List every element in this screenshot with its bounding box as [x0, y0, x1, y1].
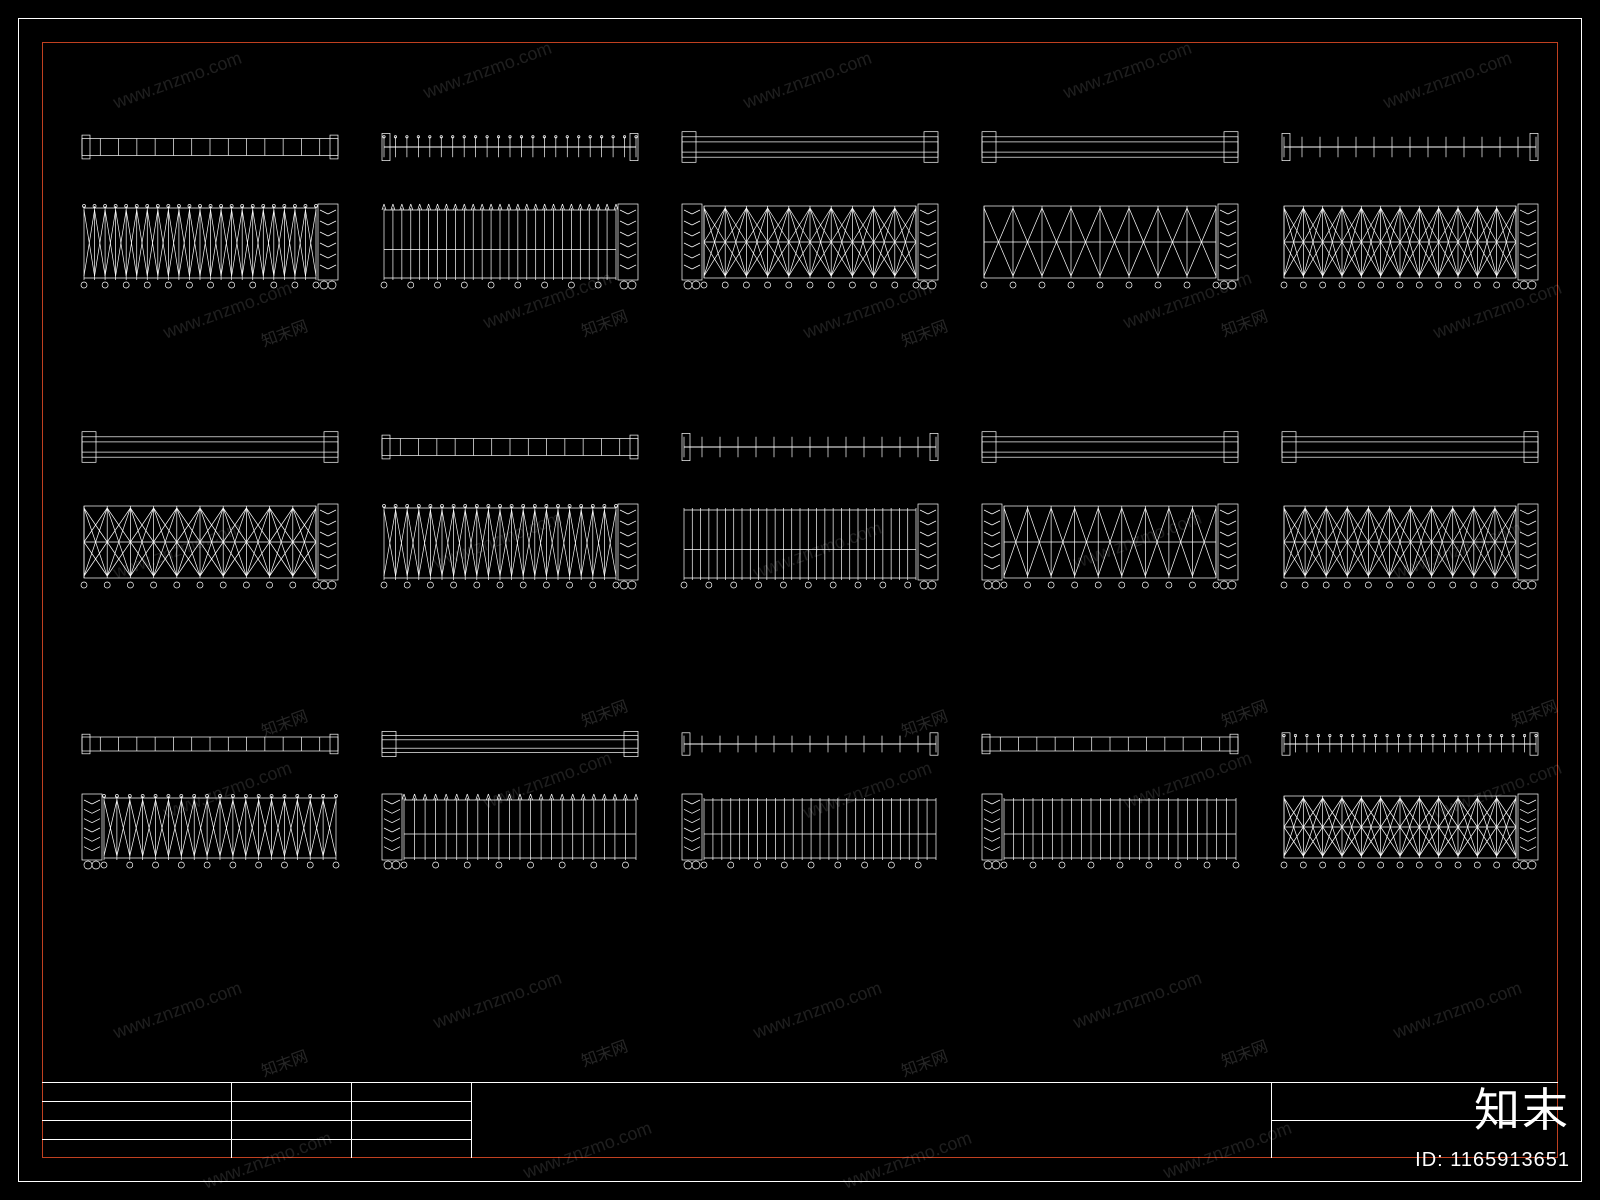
gate-front-view: [1280, 500, 1540, 590]
title-block-cell: [232, 1102, 351, 1121]
gate-top-view: [80, 730, 340, 758]
title-block-cell: [42, 1102, 231, 1121]
title-block-cell: [472, 1083, 1271, 1158]
gate-top-view: [380, 430, 640, 464]
gate-top-view: [1280, 430, 1540, 464]
title-block-cell: [352, 1121, 471, 1140]
title-block-col: [232, 1083, 352, 1158]
gate-top-view: [980, 730, 1240, 758]
title-block-cell: [232, 1140, 351, 1158]
title-block-cell: [352, 1140, 471, 1158]
title-block-cell: [232, 1083, 351, 1102]
gate-top-view: [680, 130, 940, 164]
gate-front-view: [80, 500, 340, 590]
gate-top-view: [80, 130, 340, 164]
gate-top-view: [1280, 730, 1540, 758]
gate-front-view: [1280, 200, 1540, 290]
brand-logo: 知末: [1474, 1074, 1570, 1140]
gate-front-view: [1280, 790, 1540, 870]
gate-front-view: [680, 790, 940, 870]
gate-top-view: [980, 430, 1240, 464]
gate-front-view: [80, 790, 340, 870]
title-block-cell: [232, 1121, 351, 1140]
gate-top-view: [680, 730, 940, 758]
gate-front-view: [980, 500, 1240, 590]
gate-front-view: [380, 200, 640, 290]
gate-top-view: [80, 430, 340, 464]
title-block-col: [352, 1083, 472, 1158]
title-block: [42, 1082, 1558, 1158]
gate-top-view: [380, 730, 640, 758]
gate-top-view: [380, 130, 640, 164]
gate-top-view: [680, 430, 940, 464]
resource-id: ID: 1165913651: [1415, 1149, 1570, 1172]
title-block-cell: [42, 1121, 231, 1140]
title-block-cell: [352, 1102, 471, 1121]
title-block-col: [472, 1083, 1272, 1158]
title-block-cell: [42, 1140, 231, 1158]
gate-front-view: [680, 200, 940, 290]
title-block-col: [42, 1083, 232, 1158]
title-block-cell: [352, 1083, 471, 1102]
gate-front-view: [80, 200, 340, 290]
gate-front-view: [380, 790, 640, 870]
gate-front-view: [680, 500, 940, 590]
title-block-cell: [42, 1083, 231, 1102]
gate-front-view: [980, 200, 1240, 290]
gate-front-view: [980, 790, 1240, 870]
gate-front-view: [380, 500, 640, 590]
cad-canvas: www.znzmo.comwww.znzmo.comwww.znzmo.comw…: [0, 0, 1600, 1200]
gate-top-view: [980, 130, 1240, 164]
gate-top-view: [1280, 130, 1540, 164]
